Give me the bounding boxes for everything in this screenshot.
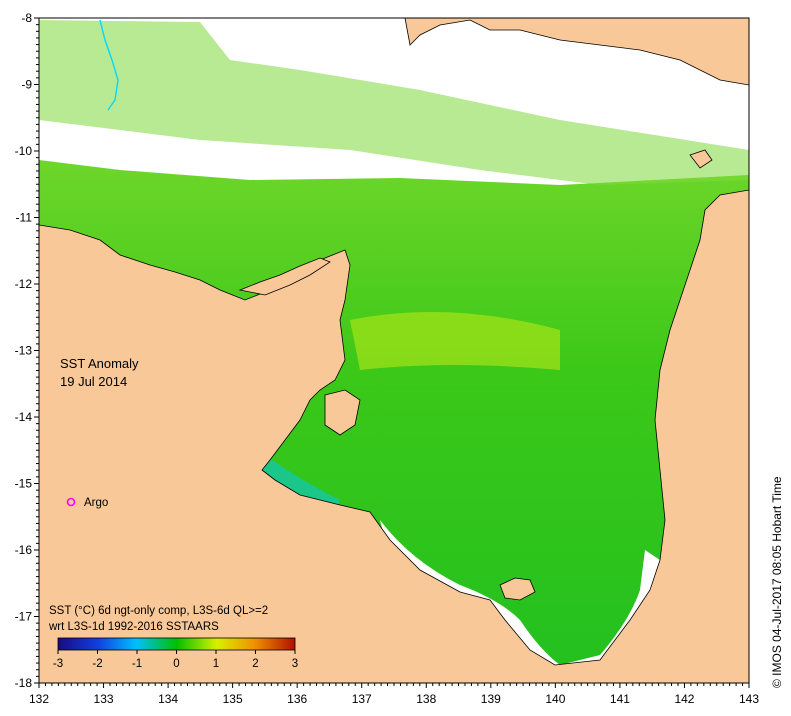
y-tick-label: -13 — [15, 344, 33, 358]
info-line2: wrt L3S-1d 1992-2016 SSTAARS — [48, 621, 219, 633]
x-tick-label: 140 — [545, 692, 565, 706]
x-tick-label: 143 — [739, 692, 759, 706]
x-tick-label: 138 — [416, 692, 436, 706]
y-tick-label: -15 — [15, 477, 33, 491]
x-tick-label: 133 — [94, 692, 114, 706]
x-tick-label: 142 — [674, 692, 694, 706]
y-tick-label: -14 — [15, 410, 33, 424]
northern-patchy-data — [39, 20, 749, 185]
colorbar-ticks: -3 -2 -1 0 1 2 3 — [53, 650, 298, 670]
colorbar-tick-label: 1 — [213, 658, 219, 670]
x-axis: 132 133 134 135 136 137 138 139 140 141 142 143 — [29, 683, 759, 706]
x-tick-label: 136 — [287, 692, 307, 706]
x-tick-label: 132 — [29, 692, 49, 706]
island-mornington — [499, 577, 536, 601]
y-axis: -8 -9 -10 -11 -12 -13 -14 -15 -16 -17 -18 — [15, 11, 39, 690]
x-tick-label: 137 — [352, 692, 372, 706]
map-title-line1: SST Anomaly — [60, 356, 139, 371]
island-groote — [324, 389, 361, 436]
y-tick-label: -12 — [15, 277, 33, 291]
river-line — [99, 19, 119, 111]
info-line1: SST (°C) 6d ngt-only comp, L3S-6d QL>=2 — [49, 605, 268, 617]
colorbar-tick-label: -3 — [53, 658, 63, 670]
map-title-line2: 19 Jul 2014 — [60, 374, 127, 389]
x-tick-label: 141 — [610, 692, 630, 706]
colorbar — [57, 637, 296, 651]
warm-band — [350, 312, 560, 370]
imos-credit: © IMOS 04-Jul-2017 08:05 Hobart Time — [770, 476, 784, 688]
x-tick-label: 139 — [481, 692, 501, 706]
colorbar-tick-label: -2 — [92, 658, 102, 670]
island-north-small — [689, 149, 713, 169]
colorbar-tick-label: -1 — [132, 658, 142, 670]
y-tick-label: -9 — [21, 78, 32, 92]
colorbar-tick-label: 3 — [292, 658, 298, 670]
colorbar-tick-label: 2 — [252, 658, 258, 670]
colorbar-tick-label: 0 — [173, 658, 179, 670]
y-tick-label: -18 — [15, 676, 33, 690]
y-tick-label: -11 — [16, 211, 33, 225]
argo-marker-icon — [66, 497, 76, 507]
island-wessel — [238, 257, 331, 296]
y-tick-label: -8 — [21, 11, 32, 25]
y-tick-label: -17 — [15, 610, 33, 624]
argo-label: Argo — [84, 497, 108, 509]
x-tick-label: 134 — [158, 692, 178, 706]
y-tick-label: -16 — [15, 543, 33, 557]
x-tick-label: 135 — [223, 692, 243, 706]
y-tick-label: -10 — [15, 144, 33, 158]
land-north — [404, 18, 749, 86]
